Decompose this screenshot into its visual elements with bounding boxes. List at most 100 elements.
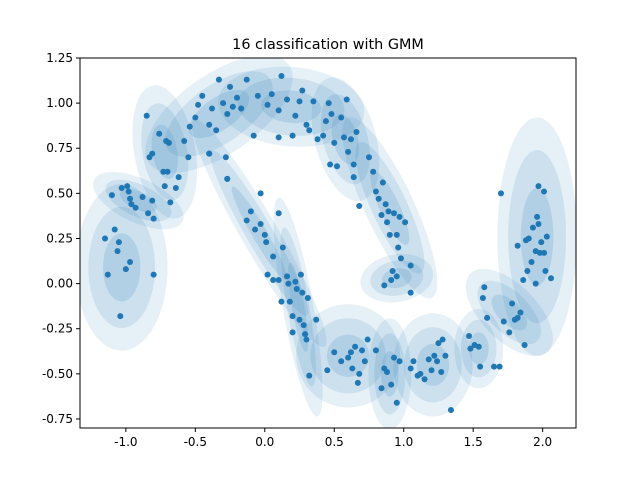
data-point-5	[114, 248, 121, 255]
gmm-ellipse-4-level-1	[145, 58, 293, 173]
data-point-8	[127, 258, 134, 265]
y-tick-label: -0.75	[42, 412, 73, 426]
data-point-123	[284, 273, 291, 280]
data-point-115	[263, 239, 270, 246]
data-point-194	[525, 235, 532, 242]
data-point-72	[328, 110, 335, 117]
data-point-189	[517, 309, 524, 316]
data-point-95	[390, 210, 397, 217]
data-point-27	[160, 168, 167, 175]
data-point-34	[185, 154, 192, 161]
data-point-96	[393, 231, 400, 238]
data-point-206	[543, 233, 550, 240]
data-point-98	[396, 213, 403, 220]
data-point-75	[334, 163, 341, 170]
data-point-185	[506, 329, 513, 336]
data-point-92	[384, 219, 391, 226]
data-point-202	[538, 239, 545, 246]
data-point-21	[167, 199, 174, 206]
gmm-ellipse-4-level-2	[165, 71, 273, 157]
data-point-173	[466, 332, 473, 339]
data-point-33	[181, 138, 188, 145]
data-point-160	[410, 358, 417, 365]
data-point-80	[347, 136, 354, 143]
data-point-88	[375, 195, 382, 202]
data-point-166	[431, 352, 438, 359]
y-tick-label: 1.00	[46, 96, 73, 110]
data-point-82	[350, 161, 357, 168]
data-point-109	[243, 217, 250, 224]
data-point-76	[338, 114, 345, 121]
data-point-86	[370, 168, 377, 175]
data-point-36	[192, 114, 199, 121]
gmm-ellipse-1-level-3	[102, 233, 141, 302]
data-point-99	[397, 255, 404, 262]
data-point-152	[378, 385, 385, 392]
gmm-ellipse-3-level-3	[151, 124, 178, 180]
data-point-41	[213, 127, 220, 134]
gmm-ellipse-12-level-2	[374, 333, 406, 415]
data-point-127	[292, 278, 299, 285]
data-point-133	[302, 331, 309, 338]
data-point-145	[352, 343, 359, 350]
data-point-25	[149, 150, 156, 157]
data-point-106	[407, 289, 414, 296]
data-point-132	[300, 322, 307, 329]
data-point-147	[356, 370, 363, 377]
gmm-ellipse-10-level-3	[288, 262, 309, 352]
data-point-116	[264, 271, 271, 278]
gmm-ellipse-7-level-1	[342, 117, 438, 299]
data-point-136	[306, 372, 313, 379]
data-point-50	[250, 132, 257, 139]
data-point-128	[293, 286, 300, 293]
data-point-130	[297, 271, 304, 278]
data-point-134	[303, 336, 310, 343]
gmm-ellipse-15-level-2	[477, 280, 542, 345]
x-axis: -1.0 -0.5 0.0 0.5 1.0 1.5 2.0	[114, 428, 552, 449]
data-point-124	[285, 280, 292, 287]
data-point-172	[447, 406, 454, 413]
data-point-55	[264, 101, 271, 108]
data-point-195	[528, 258, 535, 265]
data-point-122	[279, 244, 286, 251]
data-point-108	[224, 175, 231, 182]
y-axis: -0.75 -0.50 -0.25 0.00 0.25 0.50 0.75 1.00 1.25	[42, 51, 80, 426]
data-point-63	[296, 98, 303, 105]
data-point-131	[299, 289, 306, 296]
gmm-ellipse-10-level-1	[273, 197, 323, 417]
data-point-65	[303, 121, 310, 128]
data-point-11	[118, 184, 125, 191]
data-point-174	[467, 345, 474, 352]
data-point-177	[477, 363, 484, 370]
data-point-66	[306, 127, 313, 134]
data-point-135	[304, 295, 311, 302]
data-point-200	[535, 183, 542, 190]
data-point-93	[385, 208, 392, 215]
data-point-193	[524, 267, 531, 274]
data-point-15	[128, 201, 135, 208]
gmm-ellipse-7-level-2	[355, 141, 425, 274]
data-point-156	[390, 354, 397, 361]
data-point-140	[331, 349, 338, 356]
data-point-113	[257, 221, 264, 228]
data-point-184	[500, 318, 507, 325]
data-point-22	[161, 183, 168, 190]
data-point-158	[396, 358, 403, 365]
data-point-112	[257, 190, 264, 197]
data-point-57	[275, 107, 282, 114]
data-point-198	[534, 213, 541, 220]
data-point-4	[115, 239, 122, 246]
data-point-191	[521, 341, 528, 348]
data-point-38	[199, 92, 206, 99]
x-tick-label: 2.0	[533, 435, 552, 449]
data-point-78	[343, 96, 350, 103]
data-point-69	[320, 132, 327, 139]
data-point-163	[421, 376, 428, 383]
data-point-71	[325, 100, 332, 107]
data-point-91	[382, 201, 389, 208]
data-point-39	[206, 121, 213, 128]
data-point-53	[222, 154, 229, 161]
data-point-59	[278, 73, 285, 80]
y-tick-label: 0.25	[46, 231, 73, 245]
